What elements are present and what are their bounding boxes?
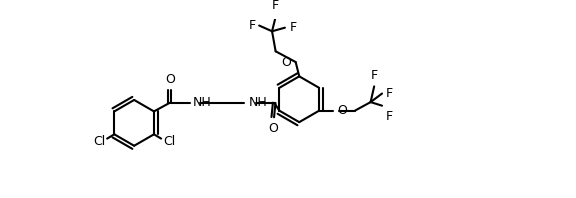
Text: O: O bbox=[268, 122, 278, 135]
Text: F: F bbox=[370, 69, 378, 82]
Text: F: F bbox=[385, 87, 393, 100]
Text: F: F bbox=[290, 21, 297, 34]
Text: NH: NH bbox=[192, 96, 211, 109]
Text: F: F bbox=[248, 19, 256, 32]
Text: O: O bbox=[165, 73, 175, 86]
Text: Cl: Cl bbox=[163, 135, 176, 148]
Text: NH: NH bbox=[249, 96, 268, 109]
Text: O: O bbox=[338, 104, 347, 117]
Text: F: F bbox=[385, 110, 393, 123]
Text: Cl: Cl bbox=[93, 135, 105, 148]
Text: F: F bbox=[272, 0, 279, 12]
Text: O: O bbox=[281, 55, 291, 69]
